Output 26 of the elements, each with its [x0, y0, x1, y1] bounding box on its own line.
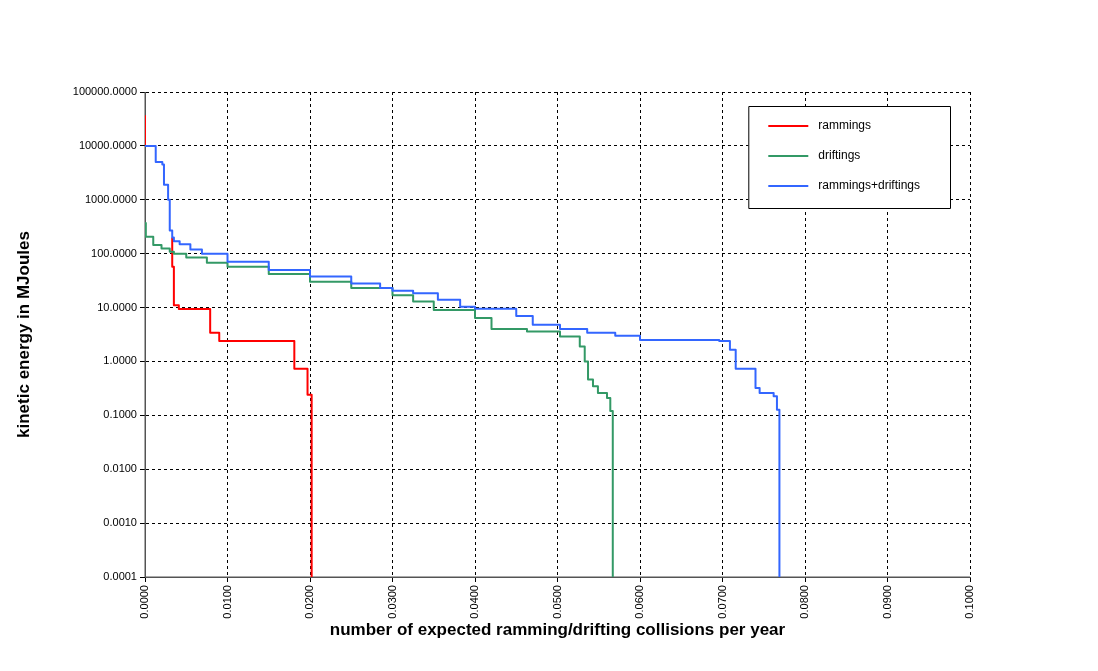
- x-tick-label: 0.0400: [468, 585, 481, 619]
- legend-label: rammings: [818, 118, 871, 133]
- y-tick-label: 0.0001: [103, 570, 137, 583]
- x-tick-label: 0.1000: [963, 585, 976, 619]
- y-tick-label: 10000.0000: [78, 138, 137, 151]
- y-tick-label: 10.0000: [97, 300, 137, 313]
- x-tick-label: 0.0000: [138, 585, 151, 619]
- x-tick-label: 0.0300: [385, 585, 398, 619]
- x-tick-label: 0.0200: [303, 585, 316, 619]
- x-tick-label: 0.0800: [798, 585, 811, 619]
- x-tick-label: 0.0600: [633, 585, 646, 619]
- y-tick-label: 1.0000: [103, 354, 137, 367]
- x-tick-label: 0.0700: [715, 585, 728, 619]
- y-tick-label: 100.0000: [91, 246, 137, 259]
- legend-label: driftings: [818, 148, 861, 163]
- y-tick-label: 0.0010: [103, 516, 137, 529]
- x-tick-label: 0.0900: [880, 585, 893, 619]
- y-tick-label: 1000.0000: [85, 192, 137, 205]
- y-tick-label: 100000.0000: [72, 85, 137, 98]
- x-tick-label: 0.0100: [220, 585, 233, 619]
- x-axis-title: number of expected ramming/drifting collisions per year: [329, 620, 786, 640]
- y-tick-label: 0.0100: [103, 462, 137, 475]
- legend-label: rammings+driftings: [818, 178, 920, 193]
- y-axis-title: kinetic energy in MJoules: [13, 231, 33, 438]
- x-tick-label: 0.0500: [550, 585, 563, 619]
- y-tick-label: 0.1000: [103, 408, 137, 421]
